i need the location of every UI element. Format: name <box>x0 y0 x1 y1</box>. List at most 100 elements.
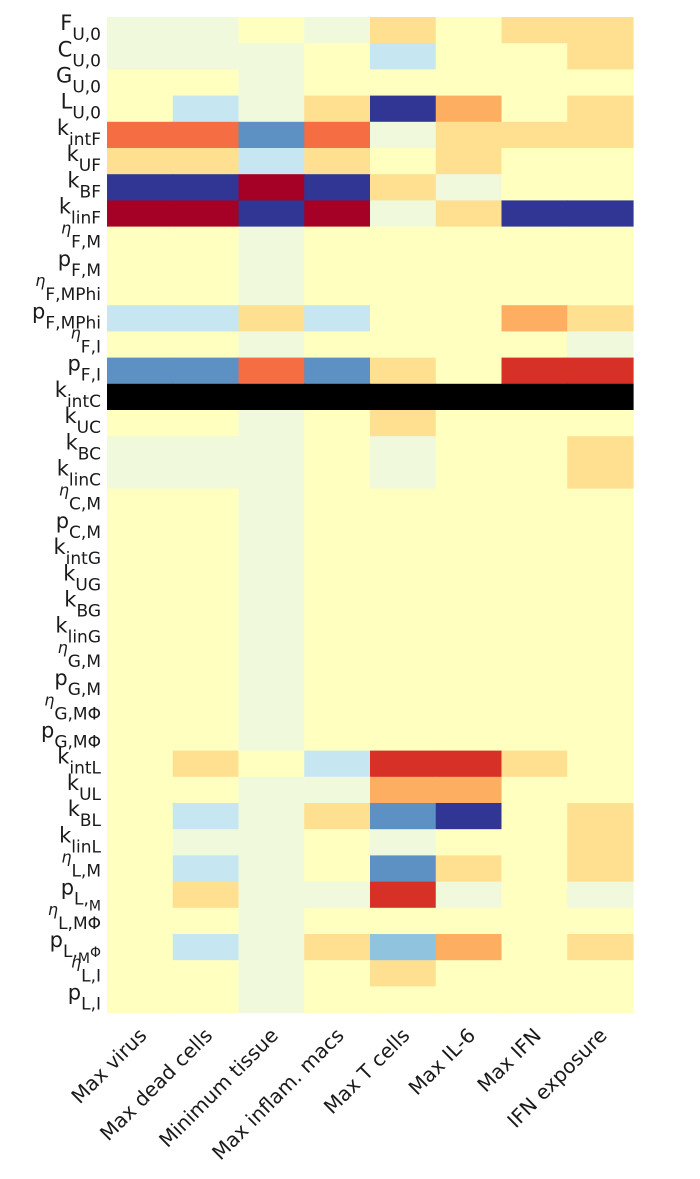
heatmap-cell <box>370 121 437 149</box>
row-label: pL,MΦ <box>50 928 101 967</box>
heatmap-cell <box>435 541 503 568</box>
heatmap-cell <box>567 17 634 44</box>
row-label: kUG <box>63 561 101 595</box>
heatmap-cell <box>172 855 240 883</box>
heatmap-cell <box>172 881 240 909</box>
heatmap-cell <box>370 174 437 201</box>
heatmap-cell <box>567 43 634 70</box>
heatmap-cell <box>501 541 568 568</box>
heatmap-cell <box>435 17 503 44</box>
row-label: ηG,MΦ <box>44 690 101 724</box>
heatmap-cell <box>501 252 568 280</box>
row-label: ηC,M <box>59 481 101 515</box>
heatmap-cell <box>107 934 174 961</box>
heatmap-cell <box>238 95 305 123</box>
heatmap-cell <box>107 17 174 44</box>
heatmap-cell <box>107 881 174 909</box>
heatmap-cell <box>238 200 305 228</box>
heatmap-cell <box>435 252 503 280</box>
heatmap-cell <box>370 305 437 332</box>
heatmap-cell <box>370 803 437 830</box>
heatmap-cell <box>304 357 371 385</box>
heatmap-cell <box>172 645 240 673</box>
heatmap-cell <box>107 829 174 856</box>
heatmap-cell <box>304 776 371 804</box>
heatmap-cell <box>435 750 503 778</box>
heatmap-cell <box>370 514 437 542</box>
heatmap-cell <box>238 907 305 935</box>
row-label: kBC <box>66 430 101 464</box>
heatmap-cell <box>107 593 174 621</box>
row-label: LU,0 <box>61 90 101 124</box>
heatmap-cell <box>567 776 634 804</box>
row-label: klinC <box>57 457 101 491</box>
heatmap-cell <box>172 357 240 385</box>
row-label: pC,M <box>56 509 101 543</box>
row-label: kBF <box>67 168 101 202</box>
heatmap-cell <box>304 934 371 961</box>
heatmap-cell <box>501 331 568 359</box>
heatmap-cell <box>107 803 174 830</box>
heatmap-cell <box>370 462 437 490</box>
heatmap-cell <box>370 986 437 1014</box>
heatmap-cell <box>567 200 634 228</box>
heatmap-cell <box>370 567 437 594</box>
heatmap-cell <box>304 960 371 987</box>
heatmap-cell <box>304 436 371 463</box>
heatmap-cell <box>238 410 305 437</box>
heatmap-cell <box>172 567 240 594</box>
heatmap-cell <box>501 305 568 332</box>
heatmap-cell <box>172 776 240 804</box>
heatmap-cell <box>304 750 371 778</box>
heatmap-cell <box>238 69 305 97</box>
heatmap-cell <box>435 593 503 621</box>
heatmap-cell <box>238 436 305 463</box>
heatmap-cell <box>435 410 503 437</box>
row-label: CU,0 <box>58 37 101 71</box>
heatmap-cell <box>567 279 634 306</box>
row-label: klinF <box>59 195 101 229</box>
heatmap-cell <box>567 750 634 778</box>
heatmap-cell <box>238 514 305 542</box>
heatmap-cell <box>172 436 240 463</box>
heatmap-cell <box>107 672 174 699</box>
heatmap-cell <box>304 593 371 621</box>
heatmap-cell <box>435 672 503 699</box>
heatmap-cell <box>370 934 437 961</box>
heatmap-cell <box>567 514 634 542</box>
heatmap-cell <box>435 383 503 411</box>
heatmap-cell <box>567 934 634 961</box>
heatmap-cell <box>567 121 634 149</box>
heatmap-cell <box>304 672 371 699</box>
row-label: pG,MΦ <box>41 719 101 753</box>
heatmap-cell <box>304 488 371 516</box>
heatmap-cell <box>172 514 240 542</box>
heatmap-cell <box>107 226 174 254</box>
heatmap-cell <box>107 174 174 201</box>
heatmap-cell <box>238 488 305 516</box>
heatmap-cell <box>370 672 437 699</box>
heatmap-cell <box>238 567 305 594</box>
row-label: kUC <box>65 404 102 438</box>
heatmap-cell <box>567 69 634 97</box>
heatmap-cell <box>501 200 568 228</box>
row-label: klinL <box>59 823 101 857</box>
heatmap-cell <box>172 907 240 935</box>
row-label: ηG,M <box>58 638 101 672</box>
heatmap-cell <box>107 95 174 123</box>
heatmap-cell <box>238 881 305 909</box>
heatmap-cell <box>107 907 174 935</box>
heatmap-cell <box>304 200 371 228</box>
heatmap-cell <box>238 148 305 175</box>
heatmap-cell <box>435 934 503 961</box>
heatmap-cell <box>435 95 503 123</box>
heatmap-cell <box>370 279 437 306</box>
row-label: GU,0 <box>56 64 101 98</box>
heatmap-cell <box>435 279 503 306</box>
heatmap-cell <box>567 698 634 725</box>
heatmap-cell <box>501 907 568 935</box>
heatmap-cell <box>567 488 634 516</box>
heatmap-cell <box>435 803 503 830</box>
